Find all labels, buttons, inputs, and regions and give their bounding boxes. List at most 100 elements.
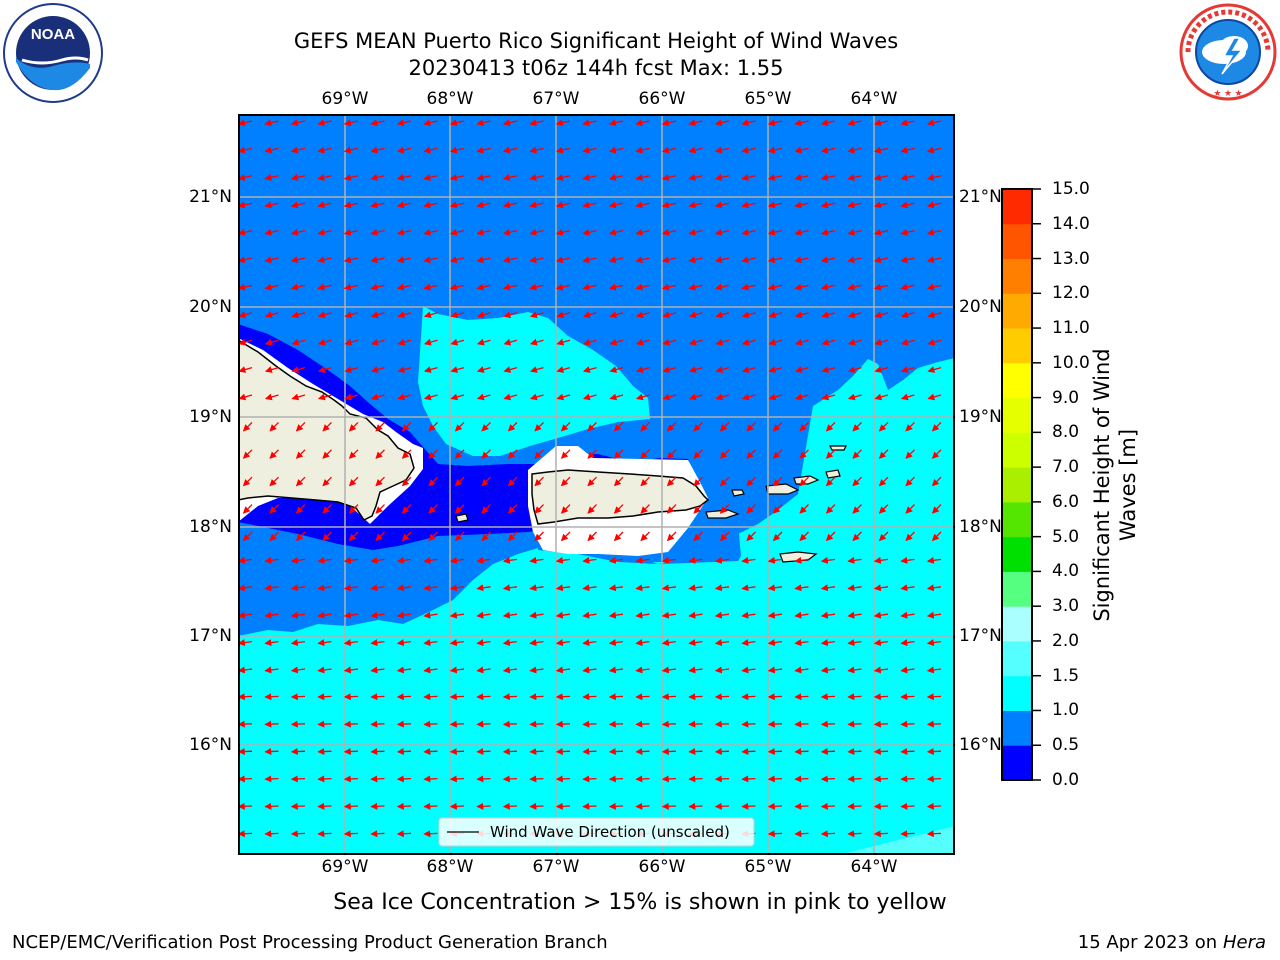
direction-arrow — [529, 639, 544, 647]
direction-arrow — [613, 449, 624, 459]
direction-arrow — [291, 311, 306, 319]
direction-arrow — [714, 119, 730, 127]
direction-arrow — [396, 228, 412, 236]
direction-arrow — [926, 256, 942, 264]
direction-arrow — [873, 228, 889, 236]
direction-arrow — [529, 802, 544, 810]
wave-direction-arrows — [238, 119, 942, 838]
colorbar-segment — [1002, 328, 1032, 364]
direction-arrow — [290, 174, 306, 181]
svg-text:★ ★ ★: ★ ★ ★ — [1213, 88, 1242, 98]
direction-arrow — [772, 421, 783, 432]
direction-arrow — [847, 393, 862, 401]
direction-arrow — [900, 146, 915, 154]
direction-arrow — [534, 531, 544, 542]
direction-arrow — [238, 802, 253, 810]
direction-arrow — [295, 504, 306, 514]
direction-arrow — [927, 311, 942, 319]
direction-arrow — [269, 449, 279, 459]
wave-field-1.0-1.5-north — [418, 306, 650, 456]
direction-arrow — [927, 366, 942, 373]
direction-arrow — [926, 201, 942, 209]
direction-arrow — [291, 393, 306, 401]
direction-arrow — [317, 584, 332, 592]
direction-arrow — [688, 146, 703, 154]
direction-arrow — [502, 775, 518, 783]
colorbar-tick-label: 1.0 — [1052, 700, 1080, 721]
direction-arrow — [476, 693, 491, 701]
lon-label-top: 66°W — [638, 89, 686, 109]
direction-arrow — [450, 366, 465, 373]
direction-arrow — [768, 338, 783, 346]
wave-field-1.0-1.5-south — [238, 358, 955, 855]
direction-arrow — [454, 449, 465, 459]
lat-label-right: 20°N — [959, 297, 1002, 317]
direction-arrow — [873, 256, 889, 264]
direction-arrow — [450, 311, 465, 319]
direction-arrow — [502, 611, 518, 619]
direction-arrow — [449, 611, 465, 619]
direction-arrow — [290, 146, 306, 154]
direction-arrow — [534, 449, 544, 459]
direction-arrow — [931, 476, 942, 487]
direction-arrow — [423, 720, 438, 728]
direction-arrow — [878, 504, 889, 514]
direction-arrow — [269, 504, 279, 514]
direction-arrow — [375, 531, 385, 542]
direction-arrow — [423, 256, 438, 264]
direction-arrow — [640, 449, 650, 459]
direction-arrow — [741, 119, 756, 127]
direction-arrow — [847, 338, 862, 346]
direction-arrow — [873, 639, 889, 647]
direction-arrow — [635, 584, 650, 592]
direction-arrow — [290, 283, 306, 291]
direction-arrow — [900, 748, 915, 756]
direction-arrow — [423, 174, 438, 181]
direction-arrow — [449, 119, 465, 127]
direction-arrow — [847, 311, 862, 319]
direction-arrow — [873, 146, 889, 154]
direction-arrow — [688, 228, 703, 236]
direction-arrow — [900, 228, 915, 236]
direction-arrow — [714, 802, 730, 810]
direction-arrow — [449, 283, 465, 291]
direction-arrow — [476, 584, 491, 592]
direction-arrow — [264, 338, 279, 346]
direction-arrow — [608, 201, 624, 209]
direction-arrow — [317, 611, 332, 619]
graticule — [238, 114, 955, 855]
direction-arrow — [767, 639, 783, 647]
direction-arrow — [507, 504, 518, 514]
noaa-logo-text: NOAA — [31, 26, 75, 43]
direction-arrow — [449, 174, 465, 181]
direction-arrow — [821, 366, 836, 373]
direction-arrow — [741, 256, 756, 264]
direction-arrow — [714, 584, 730, 592]
direction-arrow — [741, 311, 756, 319]
direction-arrow — [852, 504, 862, 514]
direction-arrow — [317, 666, 332, 674]
direction-arrow — [343, 748, 359, 756]
direction-arrow — [874, 338, 889, 346]
direction-arrow — [242, 531, 253, 542]
direction-arrow — [613, 421, 624, 432]
lat-label-right: 17°N — [959, 626, 1002, 646]
direction-arrow — [238, 720, 253, 728]
direction-arrow — [529, 338, 544, 346]
direction-arrow — [396, 201, 412, 209]
direction-arrow — [847, 748, 862, 756]
direction-arrow — [608, 748, 624, 756]
direction-arrow — [343, 775, 359, 783]
direction-arrow — [428, 476, 438, 487]
direction-arrow — [900, 338, 915, 346]
direction-arrow — [767, 201, 783, 209]
direction-arrow — [238, 283, 253, 291]
colorbar-tick-label: 8.0 — [1052, 422, 1080, 443]
noaa-logo: NOAA — [3, 3, 103, 103]
direction-arrow — [582, 119, 597, 127]
direction-arrow — [423, 830, 438, 838]
direction-arrow — [317, 283, 332, 291]
colorbar-tick-label: 7.0 — [1052, 457, 1080, 478]
direction-arrow — [825, 504, 836, 514]
direction-arrow — [746, 531, 756, 542]
